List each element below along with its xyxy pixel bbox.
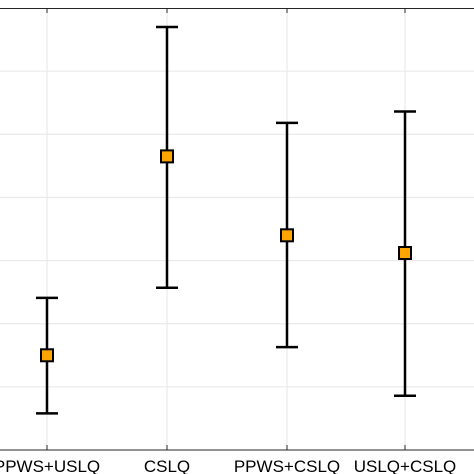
x-tick-label: USLQ+CSLQ [354, 457, 457, 474]
axes [0, 8, 474, 451]
mean-marker [398, 245, 412, 260]
x-tick-label: PPWS+CSLQ [234, 457, 340, 474]
mean-marker [40, 348, 54, 363]
x-tick-label: CSLQ [144, 457, 190, 474]
x-tick-labels: PPWS+USLQ CSLQ PPWS+CSLQ USLQ+CSLQ [0, 457, 456, 474]
x-tick-label: PPWS+USLQ [0, 457, 100, 474]
markers [40, 149, 412, 363]
mean-marker [160, 149, 174, 164]
mean-marker [280, 228, 294, 243]
